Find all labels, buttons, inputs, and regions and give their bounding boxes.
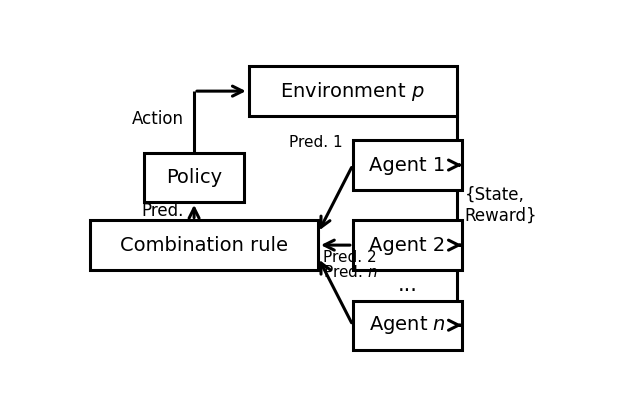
Text: ...: ... — [397, 275, 417, 295]
Text: Policy: Policy — [166, 168, 222, 187]
Text: Agent $n$: Agent $n$ — [369, 314, 446, 336]
Text: Agent 1: Agent 1 — [369, 156, 445, 174]
Text: Environment $p$: Environment $p$ — [280, 80, 425, 103]
Bar — [353, 220, 462, 270]
Text: {State,
Reward}: {State, Reward} — [465, 186, 537, 224]
Bar — [145, 153, 244, 202]
Text: Pred. 1: Pred. 1 — [289, 135, 343, 150]
Text: Pred.: Pred. — [142, 202, 184, 220]
Text: Action: Action — [132, 110, 184, 128]
Bar — [353, 300, 462, 350]
Text: Pred. 2: Pred. 2 — [323, 250, 377, 265]
Text: Combination rule: Combination rule — [120, 236, 288, 255]
Bar — [353, 140, 462, 190]
Text: Agent 2: Agent 2 — [369, 236, 445, 255]
Text: Pred. $n$: Pred. $n$ — [323, 264, 378, 280]
Bar — [90, 220, 318, 270]
Bar — [249, 66, 457, 116]
